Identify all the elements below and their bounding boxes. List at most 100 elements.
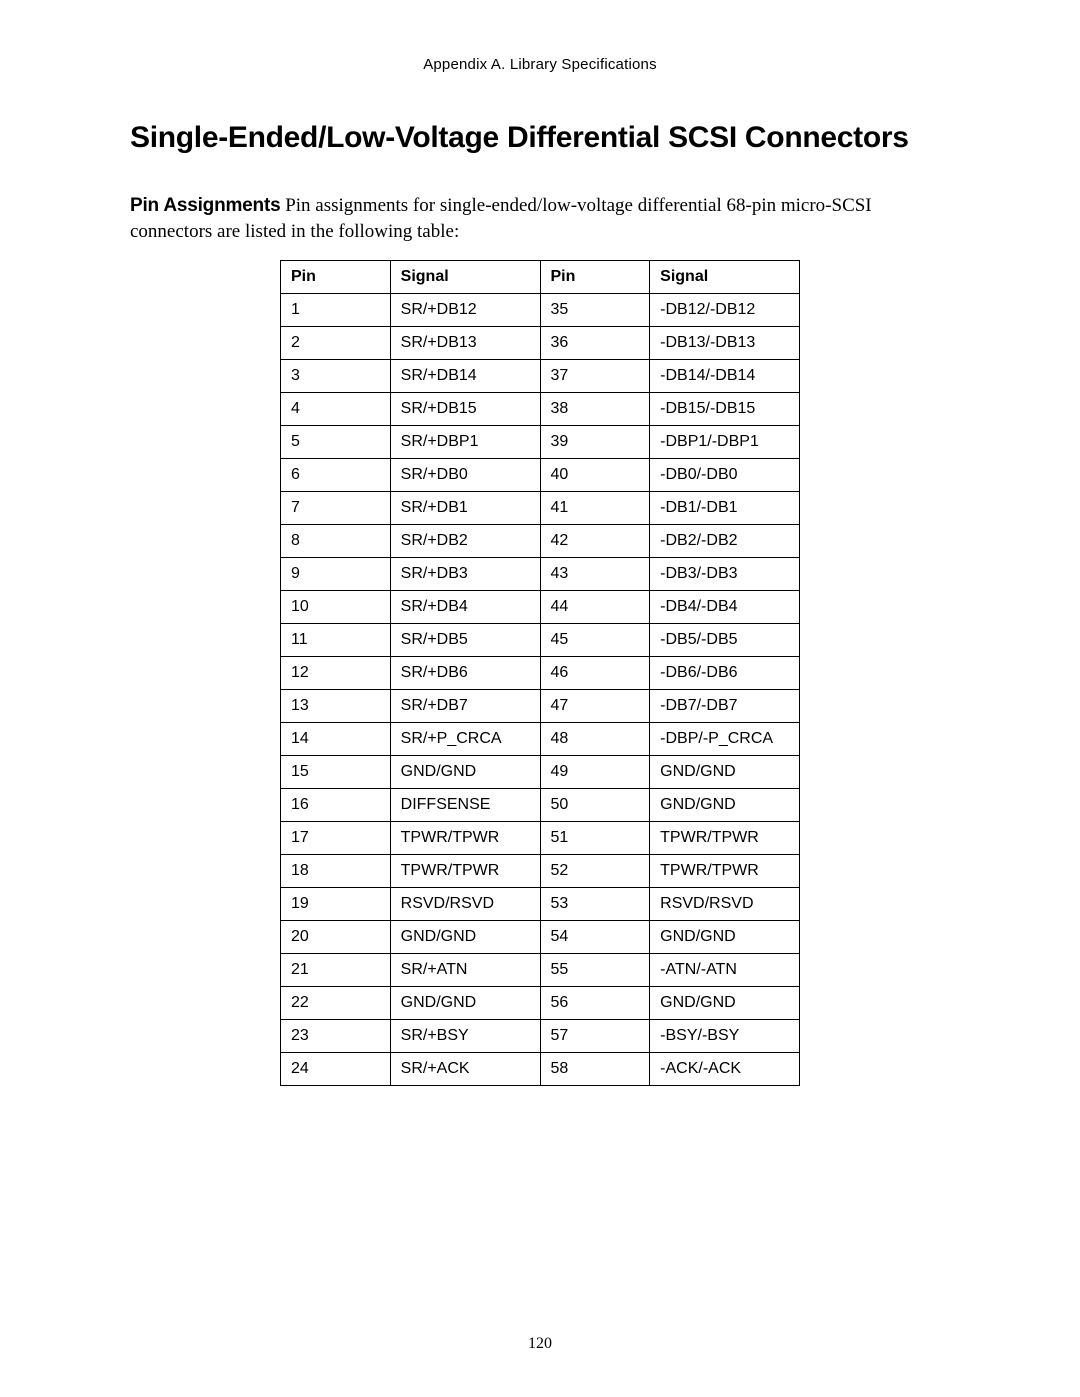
cell-signal-right: -DB1/-DB1 xyxy=(650,492,800,525)
cell-signal-right: GND/GND xyxy=(650,987,800,1020)
cell-signal-right: -BSY/-BSY xyxy=(650,1020,800,1053)
cell-signal-left: SR/+DB3 xyxy=(390,558,540,591)
cell-pin-right: 38 xyxy=(540,393,650,426)
cell-pin-right: 55 xyxy=(540,954,650,987)
cell-signal-left: SR/+DB2 xyxy=(390,525,540,558)
cell-pin-left: 3 xyxy=(281,360,391,393)
cell-signal-right: TPWR/TPWR xyxy=(650,822,800,855)
cell-pin-right: 52 xyxy=(540,855,650,888)
cell-signal-right: -DB4/-DB4 xyxy=(650,591,800,624)
cell-signal-left: SR/+DB5 xyxy=(390,624,540,657)
cell-pin-left: 19 xyxy=(281,888,391,921)
table-row: 23SR/+BSY57-BSY/-BSY xyxy=(281,1020,800,1053)
cell-pin-right: 43 xyxy=(540,558,650,591)
table-row: 3SR/+DB1437-DB14/-DB14 xyxy=(281,360,800,393)
cell-pin-left: 5 xyxy=(281,426,391,459)
table-row: 24SR/+ACK58-ACK/-ACK xyxy=(281,1053,800,1086)
table-row: 4SR/+DB1538-DB15/-DB15 xyxy=(281,393,800,426)
cell-pin-right: 41 xyxy=(540,492,650,525)
cell-pin-right: 58 xyxy=(540,1053,650,1086)
cell-signal-left: SR/+DB7 xyxy=(390,690,540,723)
table-row: 21SR/+ATN55-ATN/-ATN xyxy=(281,954,800,987)
cell-pin-right: 46 xyxy=(540,657,650,690)
cell-pin-left: 21 xyxy=(281,954,391,987)
cell-signal-right: GND/GND xyxy=(650,921,800,954)
cell-signal-left: SR/+P_CRCA xyxy=(390,723,540,756)
cell-pin-left: 20 xyxy=(281,921,391,954)
cell-pin-left: 9 xyxy=(281,558,391,591)
cell-pin-right: 50 xyxy=(540,789,650,822)
cell-pin-right: 39 xyxy=(540,426,650,459)
cell-pin-left: 16 xyxy=(281,789,391,822)
table-row: 6SR/+DB040-DB0/-DB0 xyxy=(281,459,800,492)
cell-pin-left: 7 xyxy=(281,492,391,525)
cell-signal-right: -DB7/-DB7 xyxy=(650,690,800,723)
cell-pin-left: 18 xyxy=(281,855,391,888)
cell-signal-right: -DB6/-DB6 xyxy=(650,657,800,690)
table-row: 1SR/+DB1235-DB12/-DB12 xyxy=(281,294,800,327)
cell-pin-left: 23 xyxy=(281,1020,391,1053)
cell-signal-right: -DB12/-DB12 xyxy=(650,294,800,327)
cell-signal-left: RSVD/RSVD xyxy=(390,888,540,921)
cell-signal-left: SR/+ATN xyxy=(390,954,540,987)
cell-signal-right: -ATN/-ATN xyxy=(650,954,800,987)
cell-pin-left: 6 xyxy=(281,459,391,492)
subheading: Pin Assignments xyxy=(130,195,280,216)
cell-pin-right: 40 xyxy=(540,459,650,492)
cell-signal-left: SR/+DB12 xyxy=(390,294,540,327)
cell-signal-left: SR/+DB1 xyxy=(390,492,540,525)
table-row: 22GND/GND56GND/GND xyxy=(281,987,800,1020)
page: Appendix A. Library Specifications Singl… xyxy=(0,0,1080,1397)
table-row: 18TPWR/TPWR52TPWR/TPWR xyxy=(281,855,800,888)
cell-pin-right: 56 xyxy=(540,987,650,1020)
table-row: 9SR/+DB343-DB3/-DB3 xyxy=(281,558,800,591)
cell-signal-right: GND/GND xyxy=(650,756,800,789)
cell-signal-left: SR/+DB13 xyxy=(390,327,540,360)
cell-pin-left: 8 xyxy=(281,525,391,558)
cell-signal-left: SR/+DB15 xyxy=(390,393,540,426)
table-row: 20GND/GND54GND/GND xyxy=(281,921,800,954)
cell-pin-left: 1 xyxy=(281,294,391,327)
table-body: 1SR/+DB1235-DB12/-DB12 2SR/+DB1336-DB13/… xyxy=(281,294,800,1086)
cell-signal-left: GND/GND xyxy=(390,921,540,954)
appendix-header: Appendix A. Library Specifications xyxy=(130,56,950,73)
cell-signal-right: -DB2/-DB2 xyxy=(650,525,800,558)
table-row: 12SR/+DB646-DB6/-DB6 xyxy=(281,657,800,690)
cell-signal-right: GND/GND xyxy=(650,789,800,822)
column-header-pin-right: Pin xyxy=(540,261,650,294)
cell-pin-left: 14 xyxy=(281,723,391,756)
cell-pin-right: 54 xyxy=(540,921,650,954)
cell-signal-left: TPWR/TPWR xyxy=(390,822,540,855)
cell-pin-left: 22 xyxy=(281,987,391,1020)
cell-pin-right: 35 xyxy=(540,294,650,327)
cell-pin-right: 51 xyxy=(540,822,650,855)
cell-signal-left: DIFFSENSE xyxy=(390,789,540,822)
cell-signal-left: GND/GND xyxy=(390,987,540,1020)
cell-signal-left: SR/+DB6 xyxy=(390,657,540,690)
cell-pin-left: 17 xyxy=(281,822,391,855)
table-row: 13SR/+DB747-DB7/-DB7 xyxy=(281,690,800,723)
cell-pin-right: 42 xyxy=(540,525,650,558)
cell-signal-left: SR/+DB14 xyxy=(390,360,540,393)
cell-signal-right: -DB3/-DB3 xyxy=(650,558,800,591)
table-row: 2SR/+DB1336-DB13/-DB13 xyxy=(281,327,800,360)
cell-signal-right: -DB0/-DB0 xyxy=(650,459,800,492)
section-title: Single-Ended/Low-Voltage Differential SC… xyxy=(130,121,950,155)
cell-pin-left: 13 xyxy=(281,690,391,723)
cell-signal-left: GND/GND xyxy=(390,756,540,789)
cell-signal-left: SR/+BSY xyxy=(390,1020,540,1053)
column-header-signal-right: Signal xyxy=(650,261,800,294)
cell-signal-right: -DB15/-DB15 xyxy=(650,393,800,426)
cell-signal-left: TPWR/TPWR xyxy=(390,855,540,888)
cell-pin-right: 47 xyxy=(540,690,650,723)
column-header-pin-left: Pin xyxy=(281,261,391,294)
cell-pin-left: 24 xyxy=(281,1053,391,1086)
cell-signal-right: -DB13/-DB13 xyxy=(650,327,800,360)
table-row: 11SR/+DB545-DB5/-DB5 xyxy=(281,624,800,657)
cell-pin-right: 48 xyxy=(540,723,650,756)
cell-pin-left: 15 xyxy=(281,756,391,789)
cell-signal-right: RSVD/RSVD xyxy=(650,888,800,921)
cell-signal-left: SR/+DB0 xyxy=(390,459,540,492)
cell-signal-left: SR/+DBP1 xyxy=(390,426,540,459)
cell-pin-right: 57 xyxy=(540,1020,650,1053)
